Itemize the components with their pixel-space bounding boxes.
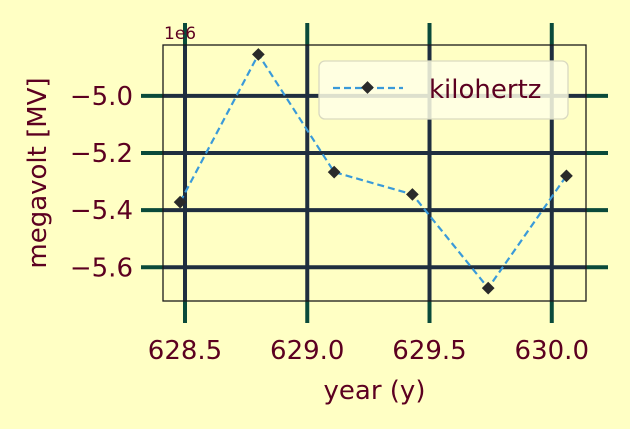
y-tick-label: −5.2 (70, 139, 133, 169)
legend-marker (361, 81, 374, 94)
legend-label-kilohertz: kilohertz (429, 75, 541, 105)
y-offset-label: 1e6 (164, 24, 196, 44)
tick-layer (141, 23, 608, 323)
x-tick-label: 630.0 (515, 336, 589, 366)
x-tick-label: 628.5 (148, 336, 222, 366)
y-tick-label: −5.4 (70, 196, 133, 226)
data-point (406, 188, 419, 201)
series-line-kilohertz (179, 52, 568, 290)
data-point (327, 165, 341, 179)
y-tick-label: −5.6 (70, 253, 133, 283)
legend: kilohertz (318, 60, 569, 120)
plot-frame (162, 44, 587, 302)
data-point (173, 195, 187, 209)
label-layer: 628.5 629.0 629.5 630.0 −5.0 −5.2 −5.4 −5.6 (70, 82, 589, 366)
x-tick-label: 629.5 (392, 336, 466, 366)
legend-frame (318, 60, 569, 120)
y-tick-label: −5.0 (70, 82, 133, 112)
x-axis-label: year (y) (324, 376, 426, 406)
x-tick-label: 629.0 (270, 336, 344, 366)
data-point (481, 281, 495, 295)
y-axis-label: megavolt [MV] (23, 77, 53, 268)
series-layer (173, 48, 573, 295)
